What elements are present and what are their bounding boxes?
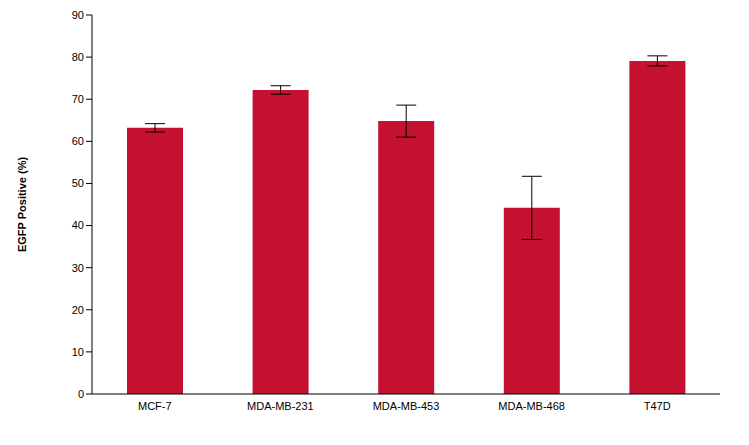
svg-text:20: 20 xyxy=(72,304,84,316)
svg-text:50: 50 xyxy=(72,177,84,189)
svg-text:70: 70 xyxy=(72,93,84,105)
svg-text:60: 60 xyxy=(72,135,84,147)
svg-text:EGFP Positive (%): EGFP Positive (%) xyxy=(16,157,28,252)
svg-text:T47D: T47D xyxy=(644,400,671,412)
svg-text:MDA-MB-231: MDA-MB-231 xyxy=(247,400,314,412)
svg-text:40: 40 xyxy=(72,219,84,231)
svg-text:30: 30 xyxy=(72,262,84,274)
svg-text:0: 0 xyxy=(78,388,84,400)
svg-text:80: 80 xyxy=(72,51,84,63)
svg-text:MCF-7: MCF-7 xyxy=(138,400,172,412)
svg-text:MDA-MB-453: MDA-MB-453 xyxy=(373,400,440,412)
svg-text:90: 90 xyxy=(72,9,84,21)
svg-text:10: 10 xyxy=(72,346,84,358)
svg-text:MDA-MB-468: MDA-MB-468 xyxy=(498,400,565,412)
